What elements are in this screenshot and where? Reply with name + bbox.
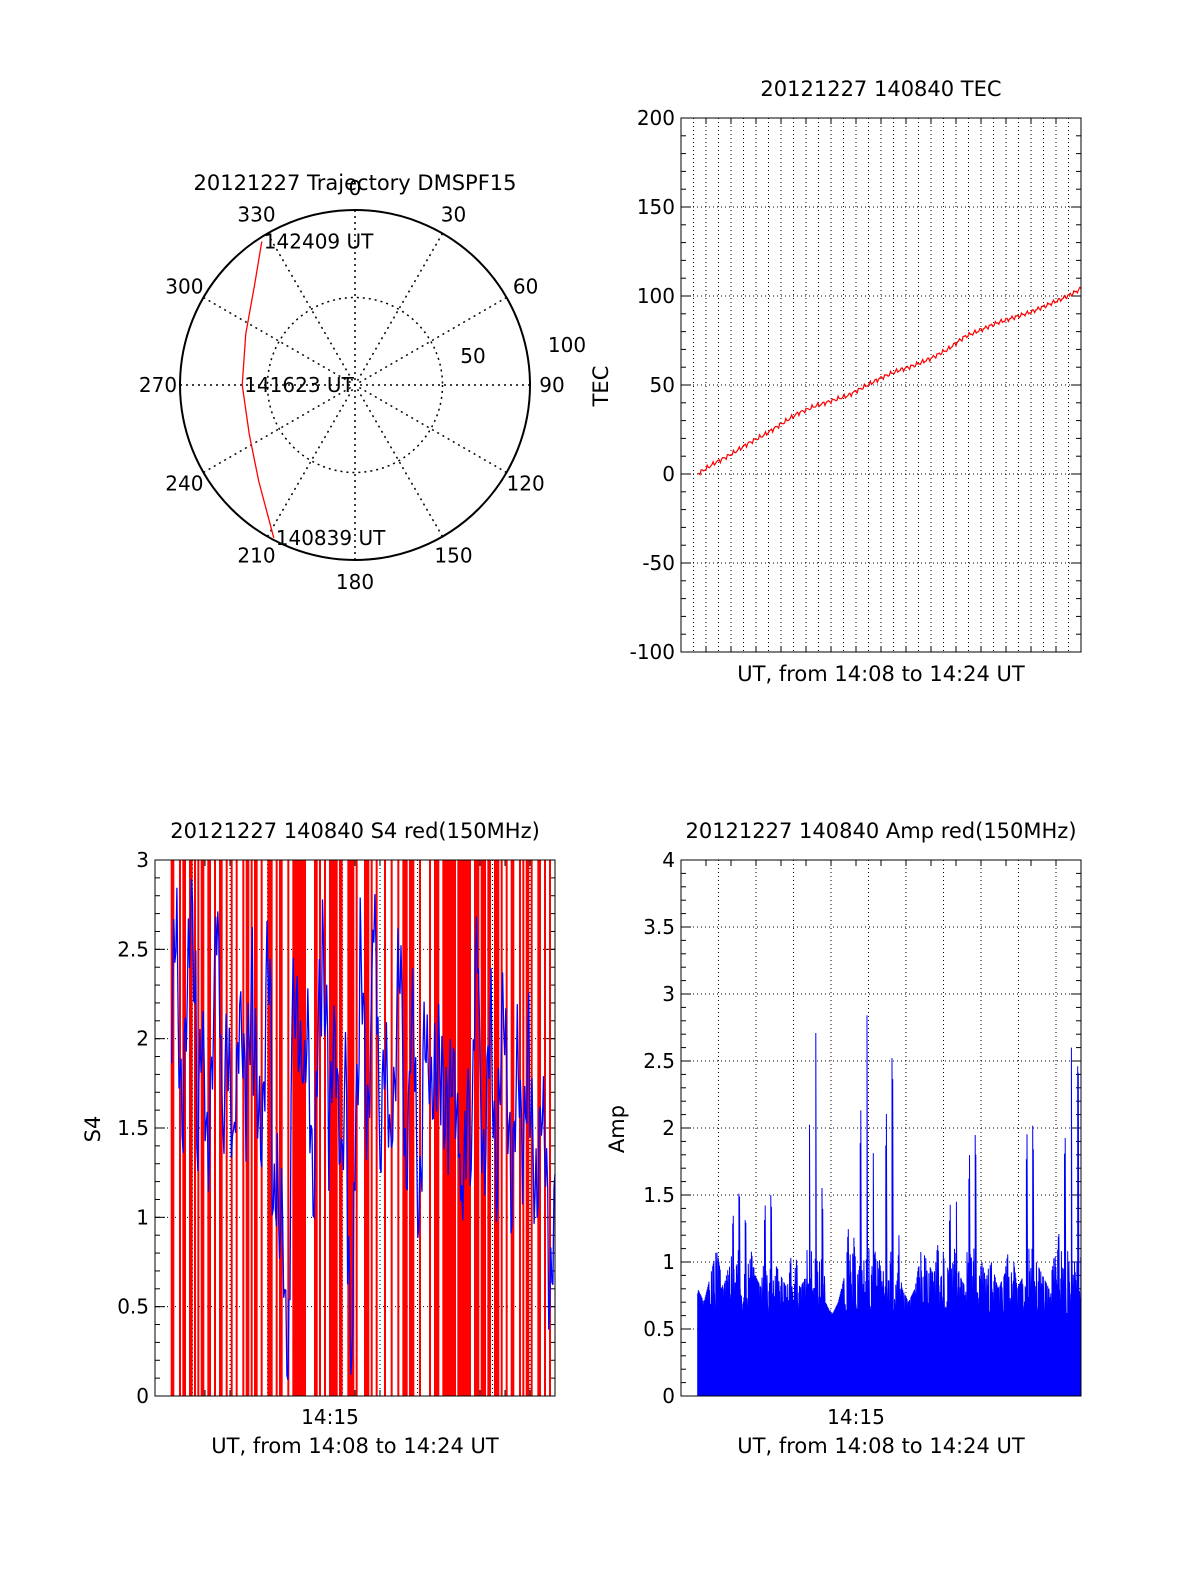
plot-frame — [680, 117, 1082, 653]
y-tick-label: 1.5 — [643, 1183, 675, 1207]
polar-azimuth-label: 30 — [441, 202, 466, 226]
polar-radial-label: 100 — [548, 333, 586, 357]
amp-plot: 4 3.5 3 2.5 2 1.5 1 0.5 0 14:15 — [643, 848, 1082, 1429]
y-tick-label: 2.5 — [117, 937, 149, 961]
polar-spoke — [266, 233, 444, 537]
amp-ylabel: Amp — [605, 1105, 629, 1153]
polar-radial-label: 50 — [460, 344, 485, 368]
polar-azimuth-label: 150 — [434, 544, 472, 568]
amp-xlabel: UT, from 14:08 to 14:24 UT — [737, 1434, 1025, 1458]
plot-frame — [154, 859, 556, 1397]
polar-title: 20121227 Trajectory DMSPF15 — [193, 171, 516, 195]
y-tick-label: -100 — [630, 640, 675, 664]
s4-xlabel: UT, from 14:08 to 14:24 UT — [211, 1434, 499, 1458]
polar-time-label: 141623 UT — [244, 373, 354, 397]
s4-ylabel: S4 — [81, 1116, 105, 1143]
y-tick-label: 0 — [662, 1384, 675, 1408]
y-tick-label: 3.5 — [643, 915, 675, 939]
x-tick-label: 14:15 — [827, 1405, 885, 1429]
polar-time-label: 142409 UT — [264, 229, 374, 253]
y-tick-label: 3 — [136, 848, 149, 872]
y-tick-label: 0 — [662, 462, 675, 486]
polar-azimuth-label: 300 — [165, 275, 203, 299]
amp-title: 20121227 140840 Amp red(150MHz) — [685, 819, 1076, 843]
polar-azimuth-label: 0 — [349, 176, 362, 200]
y-tick-label: 150 — [637, 195, 675, 219]
y-tick-label: 1 — [662, 1250, 675, 1274]
polar-azimuth-label: 270 — [139, 373, 177, 397]
s4-plot: 3 2.5 2 1.5 1 0.5 0 14:15 — [117, 848, 556, 1429]
y-tick-label: 200 — [637, 106, 675, 130]
polar-azimuth-label: 90 — [539, 373, 564, 397]
s4-panel: 20121227 140840 S4 red(150MHz) 3 2.5 2 1.5 1… — [81, 819, 556, 1458]
x-tick-label: 14:15 — [301, 1405, 359, 1429]
y-tick-label: 50 — [650, 373, 675, 397]
tec-ylabel: TEC — [589, 366, 613, 408]
y-tick-label: 100 — [637, 284, 675, 308]
tec-series-line — [697, 286, 1082, 476]
y-tick-label: 2 — [662, 1116, 675, 1140]
polar-time-label: 140839 UT — [276, 526, 386, 550]
y-tick-label: 0.5 — [117, 1295, 149, 1319]
y-tick-label: 0.5 — [643, 1317, 675, 1341]
y-tick-label: 1 — [136, 1205, 149, 1229]
polar-azimuth-label: 210 — [237, 544, 275, 568]
y-tick-label: 2.5 — [643, 1049, 675, 1073]
plot-frame — [680, 859, 1082, 1397]
y-tick-label: 1.5 — [117, 1116, 149, 1140]
polar-plot: 0 30 60 90 120 150 180 210 240 270 300 330 50 100 1408… — [139, 176, 586, 594]
polar-trajectory — [241, 241, 275, 538]
amp-blue-series — [697, 1015, 1082, 1397]
tec-xlabel: UT, from 14:08 to 14:24 UT — [737, 662, 1025, 686]
tec-panel: 20121227 140840 TEC 200150100500-50-100 … — [589, 77, 1082, 686]
polar-inner-circle — [266, 296, 444, 474]
y-tick-label: 0 — [136, 1384, 149, 1408]
polar-azimuth-label: 60 — [513, 275, 538, 299]
s4-title: 20121227 140840 S4 red(150MHz) — [170, 819, 540, 843]
amp-panel: 20121227 140840 Amp red(150MHz) 4 3.5 3 2.5… — [605, 819, 1082, 1458]
polar-azimuth-label: 240 — [165, 472, 203, 496]
s4-red-series — [170, 860, 551, 1396]
tec-plot: 200 150 100 50 0 -50 -100 — [630, 106, 1082, 664]
y-tick-label: 2 — [136, 1027, 149, 1051]
y-tick-label: 4 — [662, 848, 675, 872]
polar-azimuth-label: 120 — [507, 472, 545, 496]
s4-blue-series — [171, 878, 556, 1381]
polar-azimuth-label: 180 — [336, 570, 374, 594]
polar-azimuth-label: 330 — [237, 202, 275, 226]
y-tick-label: -50 — [642, 551, 675, 575]
polar-panel: 20121227 Trajectory DMSPF15 0 30 60 90 120 15… — [139, 171, 586, 594]
tec-title: 20121227 140840 TEC — [760, 77, 1001, 101]
y-tick-label: 3 — [662, 982, 675, 1006]
